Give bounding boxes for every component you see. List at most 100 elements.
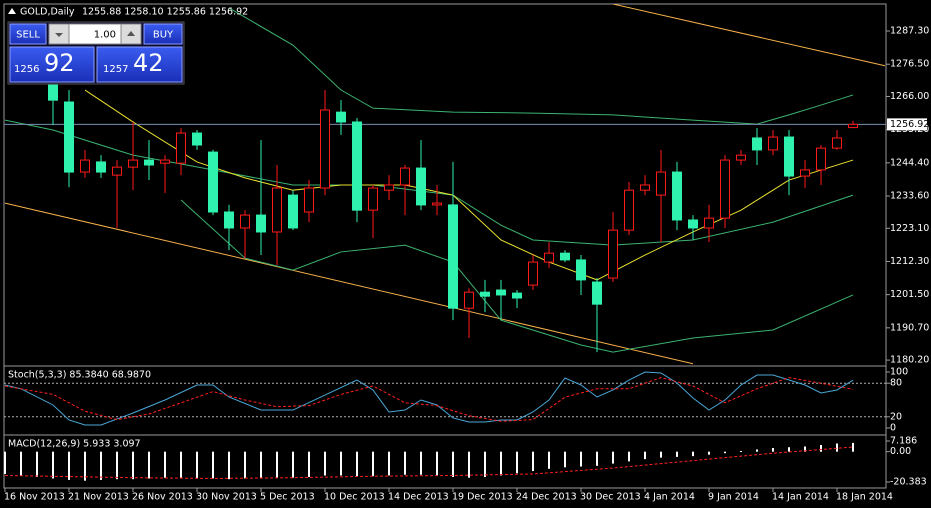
- candle-body: [240, 214, 250, 229]
- candle-body: [752, 137, 762, 151]
- macd-bar: [564, 451, 566, 468]
- bid-big-figure: 1256: [14, 64, 39, 75]
- bid-pips: 92: [44, 49, 75, 77]
- macd-bar: [4, 451, 6, 474]
- macd-bar: [628, 451, 630, 462]
- macd-bar: [820, 444, 822, 452]
- y-tick-label: -20.383: [890, 477, 927, 488]
- macd-bar: [660, 451, 662, 458]
- candle-body: [576, 259, 586, 281]
- candle-body: [208, 151, 218, 213]
- candle-body: [672, 171, 682, 221]
- candle-body: [384, 184, 394, 191]
- candle-body: [624, 189, 634, 231]
- collapse-icon[interactable]: [8, 8, 16, 14]
- y-tick-label: 1223.10: [890, 223, 929, 234]
- last-price-box: [887, 118, 927, 131]
- lots-value: 1.00: [94, 30, 116, 41]
- candle-body: [528, 261, 538, 286]
- candle-body: [608, 229, 618, 279]
- candle-body: [112, 166, 122, 176]
- ask-box[interactable]: [96, 46, 183, 83]
- candle-body: [320, 109, 330, 189]
- arrow-down: [55, 33, 63, 37]
- macd-bar: [836, 443, 838, 452]
- y-tick-label: 1276.50: [890, 59, 929, 70]
- x-tick-label: 10 Dec 2013: [324, 492, 385, 503]
- indicator-line: [180, 199, 854, 353]
- candle-body: [160, 159, 170, 164]
- x-tick-label: 14 Dec 2013: [388, 492, 449, 503]
- y-tick-label: 1190.70: [890, 322, 929, 333]
- macd-bar: [132, 451, 134, 480]
- macd-bar: [100, 451, 102, 480]
- macd-bar: [740, 450, 742, 452]
- macd-bar: [404, 451, 406, 475]
- candle-body: [400, 167, 410, 186]
- candle-body: [272, 187, 282, 233]
- macd-bar: [596, 451, 598, 466]
- axes: 1180.20 1190.70 1201.50 1212.30 1223.10 1233.…: [4, 26, 929, 503]
- macd-bar: [772, 447, 774, 452]
- candle-body: [720, 159, 730, 219]
- candle-body: [480, 291, 490, 297]
- macd-bar: [164, 451, 166, 478]
- candle-body: [288, 194, 298, 229]
- candle-body: [704, 217, 714, 229]
- candle-body: [256, 214, 266, 233]
- macd-bar: [84, 451, 86, 481]
- macd-bar: [516, 451, 518, 474]
- ask-big-figure: 1257: [103, 64, 128, 75]
- macd-bar: [420, 451, 422, 475]
- macd-bar: [452, 451, 454, 477]
- one-click-trading: SELL 1.00 BUY 1256 92 1257 42: [7, 21, 185, 85]
- macd-bar: [484, 451, 486, 477]
- macd-bar: [500, 451, 502, 476]
- macd-bar: [612, 451, 614, 464]
- candle-body: [816, 147, 826, 171]
- candle-body: [656, 171, 666, 196]
- candle-body: [432, 202, 442, 206]
- macd-bar: [724, 451, 726, 454]
- macd-bar: [676, 451, 678, 457]
- macd-title: MACD(12,26,9) 5.933 3.097: [8, 439, 141, 450]
- bid-box[interactable]: [9, 46, 95, 83]
- x-tick-label: 5 Dec 2013: [260, 492, 315, 503]
- macd-bar: [260, 451, 262, 479]
- symbol-title: GOLD,Daily: [20, 7, 75, 18]
- macd-bar: [196, 451, 198, 479]
- ask-pips: 42: [133, 49, 164, 77]
- buy-button[interactable]: [143, 23, 183, 45]
- arrow-up: [127, 31, 135, 36]
- macd-bar: [52, 451, 54, 479]
- macd-bar: [340, 451, 342, 476]
- y-tick-label: 1244.40: [890, 157, 929, 168]
- sell-label: SELL: [16, 30, 40, 41]
- stoch-panel: [4, 371, 886, 426]
- stoch-line: [4, 371, 854, 426]
- candle-body: [80, 159, 90, 173]
- sell-button[interactable]: [9, 23, 47, 45]
- indicator-line: [84, 89, 854, 281]
- macd-panel: [4, 442, 854, 481]
- y-tick-label: 1212.30: [890, 256, 929, 267]
- x-tick-label: 9 Jan 2014: [708, 492, 759, 503]
- macd-bar: [244, 451, 246, 479]
- x-tick-label: 24 Dec 2013: [516, 492, 577, 503]
- macd-bar: [36, 451, 38, 477]
- candle-body: [560, 252, 570, 261]
- x-tick-label: 30 Dec 2013: [580, 492, 641, 503]
- macd-bar: [852, 442, 854, 452]
- y-tick-label: 20: [890, 411, 902, 422]
- macd-bar: [228, 451, 230, 480]
- candle-body: [176, 132, 186, 164]
- macd-bar: [468, 451, 470, 478]
- candle-body: [640, 184, 650, 191]
- y-tick-label: 0.00: [890, 446, 911, 457]
- candle-body: [128, 159, 138, 168]
- x-tick-label: 14 Jan 2014: [772, 492, 829, 503]
- macd-bar: [804, 446, 806, 452]
- buy-label: BUY: [153, 30, 174, 41]
